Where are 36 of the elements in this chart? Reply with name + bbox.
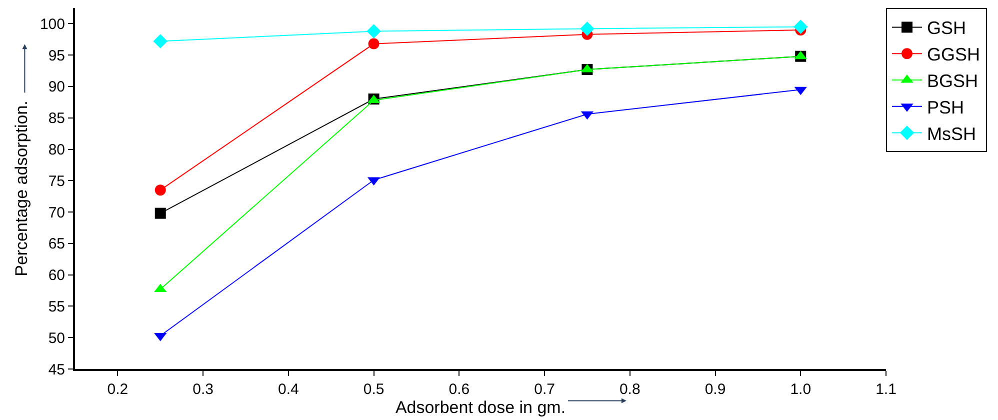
point: [366, 24, 381, 38]
x-axis-title: Adsorbent dose in gm.: [395, 398, 566, 417]
legend-label: GGSH: [927, 44, 980, 65]
x-tick-label: 0.5: [363, 381, 384, 398]
x-tick-label: 0.8: [619, 381, 640, 398]
legend-label: MsSH: [927, 124, 976, 144]
x-tick-label: 1.0: [790, 381, 812, 398]
point: [580, 22, 594, 36]
y-tick-label: 90: [48, 78, 65, 96]
y-axis-title: Percentage adsorption.: [12, 100, 32, 276]
y-tick-label: 50: [48, 330, 65, 347]
x-tick-label: 0.6: [448, 381, 470, 398]
legend-label: GSH: [927, 18, 966, 38]
legend-label: BGSH: [927, 71, 978, 92]
point: [153, 34, 168, 48]
x-tick-label: 1.1: [876, 381, 896, 398]
y-tick-label: 60: [48, 267, 65, 284]
y-tick-label: 85: [48, 110, 65, 128]
y-tick-label: 100: [40, 16, 65, 33]
y-tick-label: 55: [48, 298, 65, 316]
x-tick-label: 0.3: [192, 381, 214, 398]
y-tick-label: 70: [48, 204, 65, 222]
x-tick-label: 0.9: [704, 381, 726, 398]
y-tick-label: 45: [48, 361, 65, 378]
point: [368, 38, 380, 50]
y-tick-label: 75: [48, 172, 65, 190]
x-tick-label: 0.4: [278, 381, 299, 398]
x-tick-label: 0.7: [534, 381, 555, 398]
y-tick-label: 65: [48, 236, 65, 253]
point: [154, 208, 166, 219]
point: [793, 20, 808, 34]
point: [154, 184, 166, 196]
x-tick-label: 0.2: [107, 381, 128, 398]
legend-label: PSH: [927, 97, 964, 118]
y-tick-label: 95: [48, 47, 65, 64]
y-tick-label: 80: [48, 142, 65, 159]
